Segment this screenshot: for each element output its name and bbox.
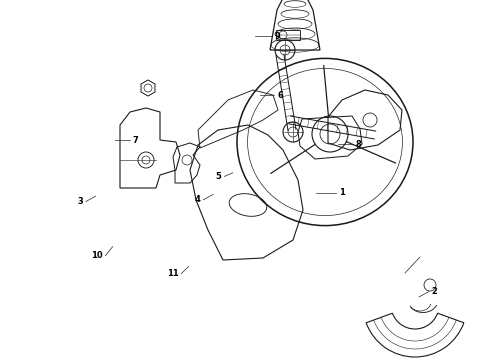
Text: 1: 1 [339, 188, 344, 197]
Text: 10: 10 [91, 251, 102, 260]
Text: 3: 3 [77, 197, 83, 206]
Text: 4: 4 [195, 195, 200, 204]
Text: 6: 6 [277, 91, 283, 100]
Bar [276, 30, 300, 40]
Text: 9: 9 [275, 32, 281, 41]
Text: 2: 2 [432, 287, 438, 296]
Text: 11: 11 [167, 269, 178, 278]
Text: 5: 5 [216, 172, 221, 181]
Text: 8: 8 [356, 140, 362, 149]
Text: 7: 7 [133, 136, 139, 145]
